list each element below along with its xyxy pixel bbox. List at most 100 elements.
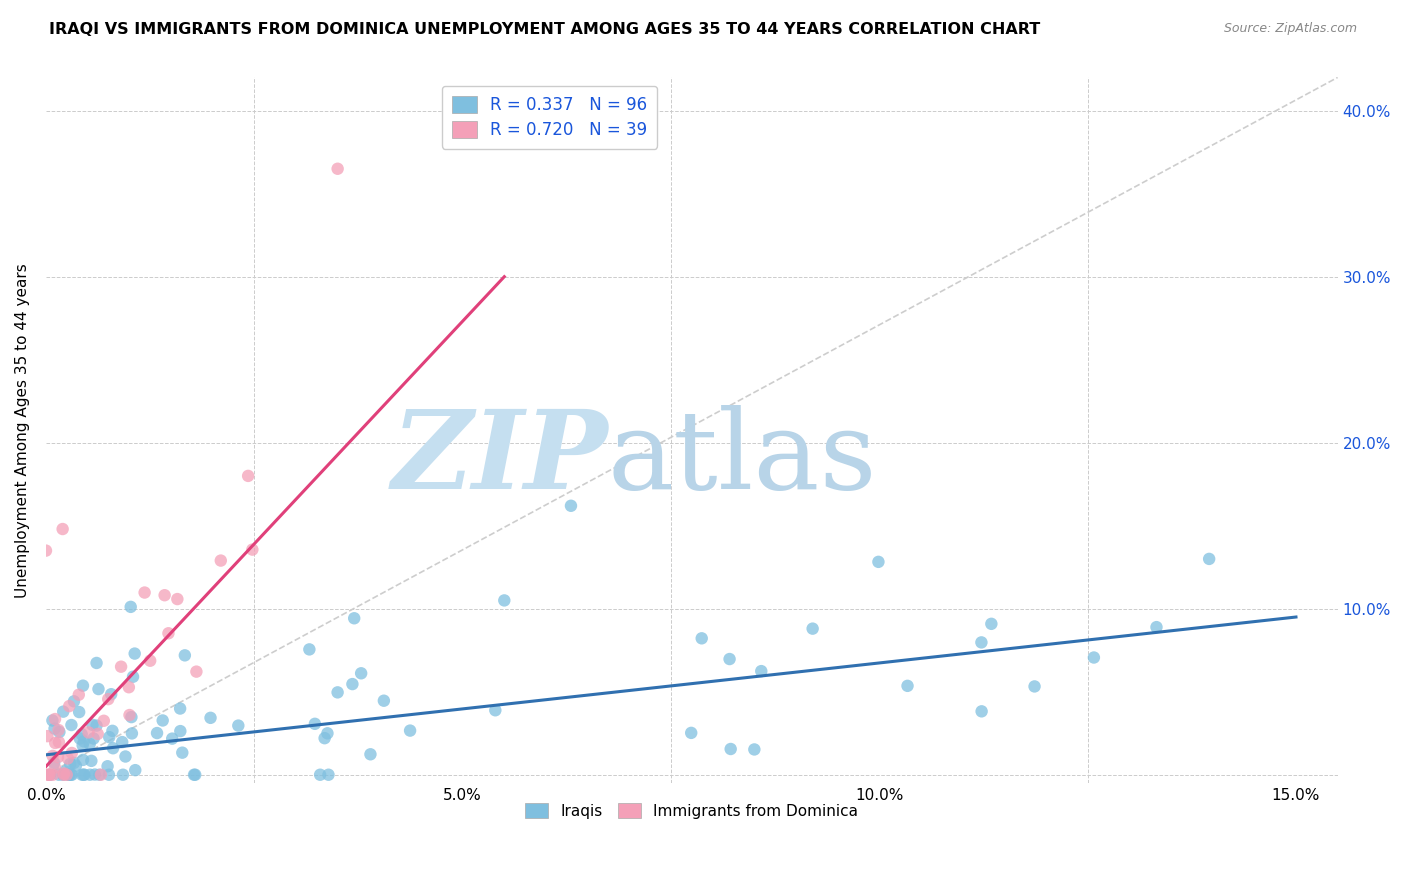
Point — [97, 768, 120, 782]
Point — [122, 670, 145, 684]
Point — [72, 768, 94, 782]
Point — [183, 768, 205, 782]
Point — [298, 642, 321, 657]
Point — [63, 694, 86, 708]
Point — [326, 685, 349, 699]
Point — [73, 768, 96, 782]
Point — [72, 679, 94, 693]
Text: ZIP: ZIP — [391, 405, 607, 512]
Point — [89, 768, 111, 782]
Point — [121, 726, 143, 740]
Point — [240, 542, 263, 557]
Point — [52, 768, 75, 782]
Point — [69, 731, 91, 746]
Point — [134, 585, 156, 599]
Point — [41, 748, 63, 763]
Point — [60, 768, 83, 782]
Point — [152, 714, 174, 728]
Point — [38, 768, 60, 782]
Point — [326, 161, 349, 176]
Point — [172, 746, 194, 760]
Point — [65, 758, 87, 772]
Point — [139, 654, 162, 668]
Point — [44, 736, 66, 750]
Point — [97, 692, 120, 706]
Point — [67, 705, 90, 719]
Point — [53, 764, 76, 779]
Point — [980, 616, 1002, 631]
Point — [896, 679, 918, 693]
Point — [101, 741, 124, 756]
Point — [55, 768, 77, 782]
Point — [1146, 620, 1168, 634]
Point — [79, 737, 101, 751]
Point — [53, 766, 76, 780]
Legend: Iraqis, Immigrants from Dominica: Iraqis, Immigrants from Dominica — [519, 797, 865, 825]
Point — [52, 705, 75, 719]
Point — [157, 626, 180, 640]
Point — [343, 611, 366, 625]
Point — [87, 681, 110, 696]
Point — [41, 714, 63, 728]
Point — [63, 756, 86, 770]
Point — [83, 767, 105, 781]
Point — [101, 723, 124, 738]
Text: IRAQI VS IMMIGRANTS FROM DOMINICA UNEMPLOYMENT AMONG AGES 35 TO 44 YEARS CORRELA: IRAQI VS IMMIGRANTS FROM DOMINICA UNEMPL… — [49, 22, 1040, 37]
Point — [48, 735, 70, 749]
Point — [93, 714, 115, 728]
Point — [169, 724, 191, 739]
Point — [399, 723, 422, 738]
Point — [124, 763, 146, 777]
Point — [318, 768, 340, 782]
Point — [48, 768, 70, 782]
Point — [72, 739, 94, 753]
Point — [1024, 680, 1046, 694]
Point — [82, 718, 104, 732]
Point — [209, 553, 232, 567]
Point — [228, 718, 250, 732]
Point — [118, 680, 141, 694]
Point — [111, 735, 134, 749]
Point — [690, 632, 713, 646]
Point — [44, 712, 66, 726]
Point — [44, 722, 66, 736]
Point — [90, 768, 112, 782]
Point — [560, 499, 582, 513]
Point — [153, 588, 176, 602]
Point — [72, 753, 94, 767]
Point — [316, 726, 339, 740]
Point — [200, 711, 222, 725]
Point — [80, 754, 103, 768]
Point — [59, 756, 82, 771]
Point — [114, 749, 136, 764]
Point — [314, 731, 336, 746]
Point — [83, 731, 105, 746]
Text: Source: ZipAtlas.com: Source: ZipAtlas.com — [1223, 22, 1357, 36]
Point — [1198, 552, 1220, 566]
Text: atlas: atlas — [607, 405, 877, 512]
Point — [46, 750, 69, 764]
Point — [73, 734, 96, 748]
Point — [48, 723, 70, 737]
Point — [39, 768, 62, 782]
Point — [77, 725, 100, 739]
Point — [118, 708, 141, 723]
Point — [44, 761, 66, 775]
Point — [35, 543, 58, 558]
Point — [37, 729, 59, 743]
Point — [52, 768, 75, 782]
Point — [494, 593, 516, 607]
Point — [350, 666, 373, 681]
Point — [120, 710, 142, 724]
Point — [970, 704, 993, 718]
Point — [111, 768, 134, 782]
Point — [749, 664, 772, 678]
Point — [79, 768, 101, 782]
Point — [60, 746, 83, 760]
Point — [120, 599, 142, 614]
Point — [146, 726, 169, 740]
Point — [1083, 650, 1105, 665]
Point — [86, 727, 108, 741]
Point — [59, 768, 82, 782]
Point — [86, 718, 108, 732]
